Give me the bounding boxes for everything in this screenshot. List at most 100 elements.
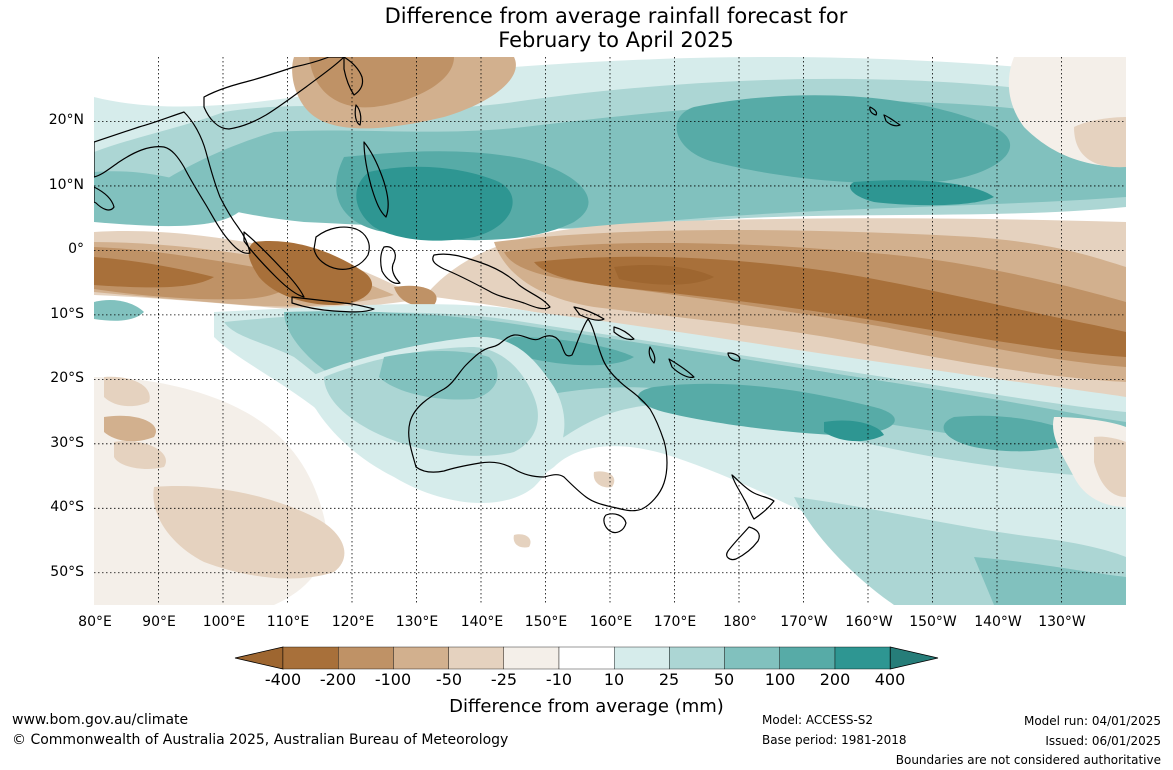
lat-label-30s: 30°S bbox=[50, 435, 84, 451]
lon-label-140e: 140°E bbox=[460, 614, 504, 630]
coastlines bbox=[94, 57, 901, 561]
field-wet-west-indian bbox=[94, 171, 244, 227]
lon-label-170w: 170°W bbox=[780, 614, 828, 630]
model-text: Model: ACCESS-S2 bbox=[762, 713, 874, 727]
field-dry-subtropical-east-core bbox=[1074, 117, 1126, 168]
field-wet-north-pacific bbox=[676, 95, 1011, 184]
new-guinea-coastline bbox=[432, 253, 551, 310]
colorbar-title: Difference from average (mm) bbox=[0, 696, 1173, 718]
lon-label-160w: 160°W bbox=[845, 614, 893, 630]
new-zealand-north bbox=[731, 474, 775, 520]
model-run-text: Model run: 04/01/2025 bbox=[1023, 714, 1161, 728]
australia-coastline bbox=[408, 318, 668, 512]
lat-label-10s: 10°S bbox=[50, 306, 84, 322]
colorbar-tick-label: 50 bbox=[713, 670, 735, 689]
lon-label-180: 180° bbox=[723, 614, 757, 630]
field-wet-north-pacific-core bbox=[850, 180, 994, 206]
taiwan-coastline bbox=[354, 104, 362, 126]
field-dry-east-pacific-south-2 bbox=[1094, 436, 1126, 497]
field-wet-400-maritime bbox=[356, 166, 513, 241]
lon-label-130w: 130°W bbox=[1038, 614, 1086, 630]
base-period-text: Base period: 1981-2018 bbox=[762, 733, 907, 747]
colorbar-box bbox=[724, 646, 780, 670]
lon-label-120e: 120°E bbox=[331, 614, 375, 630]
colorbar-box bbox=[282, 646, 339, 670]
lon-label-140w: 140°W bbox=[974, 614, 1022, 630]
new-caledonia bbox=[668, 358, 695, 378]
rainfall-map-svg bbox=[94, 57, 1126, 605]
colorbar-tick-label: 25 bbox=[658, 670, 680, 689]
field-dry-southern-indian-spot-2 bbox=[104, 415, 156, 442]
lon-label-80e: 80°E bbox=[78, 614, 112, 630]
lat-label-20n: 20°N bbox=[48, 112, 84, 128]
field-dry-southern-indian-spot-3 bbox=[114, 441, 166, 469]
colorbar-box bbox=[338, 646, 394, 670]
tasmania-coastline bbox=[603, 513, 627, 534]
vanuatu-islands bbox=[648, 346, 656, 364]
colorbar-box bbox=[393, 646, 449, 670]
field-wet-tasman-200 bbox=[824, 420, 884, 442]
field-dry-pacific-deep bbox=[614, 265, 714, 285]
lon-label-150e: 150°E bbox=[524, 614, 568, 630]
colorbar-tick-label: -50 bbox=[435, 670, 463, 689]
philippines-coastline bbox=[363, 141, 389, 218]
lon-label-110e: 110°E bbox=[266, 614, 310, 630]
colorbar-box bbox=[503, 646, 560, 670]
field-dry-southern-spot-2 bbox=[513, 534, 531, 548]
colorbar-extend-max bbox=[889, 646, 939, 670]
colorbar-tick-label: 200 bbox=[819, 670, 851, 689]
lon-label-160e: 160°E bbox=[589, 614, 633, 630]
japan-coastline bbox=[343, 57, 364, 96]
colorbar-box bbox=[558, 646, 615, 670]
lat-label-20s: 20°S bbox=[50, 370, 84, 386]
website-text: www.bom.gov.au/climate bbox=[12, 712, 189, 728]
colorbar-box bbox=[779, 646, 836, 670]
china-coastline bbox=[203, 57, 345, 130]
lat-label-10n: 10°N bbox=[48, 177, 84, 193]
colorbar-tick-label: -25 bbox=[490, 670, 518, 689]
colorbar-tick-label: -100 bbox=[374, 670, 412, 689]
field-dry-north-core bbox=[309, 57, 454, 108]
lon-label-100e: 100°E bbox=[202, 614, 246, 630]
colorbar-box bbox=[834, 646, 891, 670]
issued-text: Issued: 06/01/2025 bbox=[1045, 734, 1161, 748]
field-wet-equatorial-indian bbox=[94, 300, 144, 321]
copyright-text: © Commonwealth of Australia 2025, Austra… bbox=[12, 732, 509, 748]
sulawesi-coastline bbox=[380, 246, 401, 284]
field-wet-southern-ocean-2 bbox=[974, 557, 1126, 605]
colorbar-tick-label: -10 bbox=[545, 670, 573, 689]
lat-label-50s: 50°S bbox=[50, 564, 84, 580]
field-wet-south-pacific-east bbox=[943, 415, 1084, 452]
lat-label-0: 0° bbox=[68, 241, 84, 257]
hawaii-islands bbox=[869, 106, 901, 127]
asia-coastline bbox=[94, 111, 251, 254]
field-dry-southern-indian-25 bbox=[153, 486, 345, 579]
chart-title: Difference from average rainfall forecas… bbox=[0, 4, 1173, 52]
title-line-1: Difference from average rainfall forecas… bbox=[384, 4, 848, 28]
sumatra-coastline bbox=[243, 231, 305, 298]
rainfall-map bbox=[94, 57, 1126, 605]
new-zealand-south bbox=[726, 526, 760, 561]
colorbar-box bbox=[669, 646, 725, 670]
title-line-2: February to April 2025 bbox=[498, 28, 734, 52]
solomon-islands bbox=[573, 306, 635, 341]
java-coastline bbox=[291, 296, 375, 313]
field-dry-indian-core-2 bbox=[94, 257, 214, 288]
field-dry-southern-spot bbox=[593, 471, 615, 488]
lon-label-130e: 130°E bbox=[395, 614, 439, 630]
lon-label-150w: 150°W bbox=[909, 614, 957, 630]
colorbar-tick-label: -200 bbox=[319, 670, 357, 689]
graticule bbox=[94, 57, 1126, 605]
india-coastline bbox=[94, 186, 115, 211]
disclaimer-text: Boundaries are not considered authoritat… bbox=[895, 753, 1161, 767]
colorbar-tick-label: -400 bbox=[264, 670, 302, 689]
colorbar-tick-label: 400 bbox=[874, 670, 906, 689]
field-dry-celebes bbox=[394, 285, 437, 307]
lon-label-170e: 170°E bbox=[653, 614, 697, 630]
colorbar-box bbox=[448, 646, 505, 670]
field-dry-java bbox=[248, 241, 373, 305]
lat-label-40s: 40°S bbox=[50, 499, 84, 515]
field-dry-southern-indian-spot bbox=[104, 376, 150, 407]
colorbar-tick-label: 10 bbox=[603, 670, 625, 689]
colorbar-tick-label: 100 bbox=[764, 670, 796, 689]
